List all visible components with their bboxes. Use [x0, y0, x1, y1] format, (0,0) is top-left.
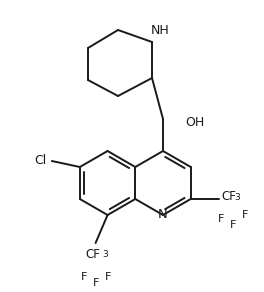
- Text: F: F: [229, 220, 236, 230]
- Text: 3: 3: [235, 192, 241, 201]
- Text: NH: NH: [151, 24, 169, 37]
- Text: CF: CF: [85, 248, 100, 261]
- Text: N: N: [158, 208, 168, 222]
- Text: F: F: [104, 272, 111, 282]
- Text: F: F: [218, 214, 224, 224]
- Text: F: F: [242, 210, 248, 220]
- Text: Cl: Cl: [35, 154, 47, 168]
- Text: OH: OH: [185, 116, 204, 128]
- Text: CF: CF: [222, 190, 237, 204]
- Text: 3: 3: [103, 250, 109, 259]
- Text: F: F: [92, 278, 99, 288]
- Text: F: F: [80, 272, 87, 282]
